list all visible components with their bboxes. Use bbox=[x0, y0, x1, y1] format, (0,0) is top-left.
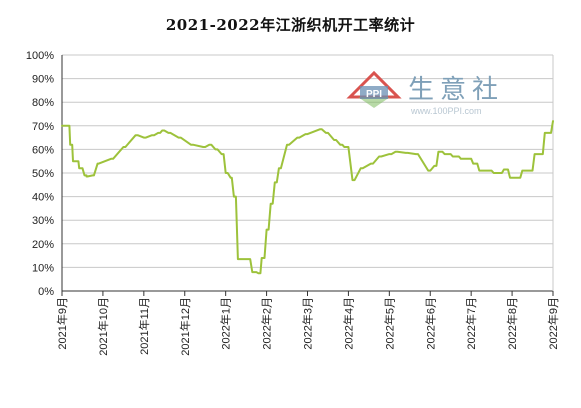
x-tick-label: 2022年8月 bbox=[505, 297, 519, 350]
y-tick-label: 60% bbox=[32, 144, 54, 156]
grid-lines bbox=[62, 54, 553, 268]
watermark-logo-text: PPI bbox=[366, 89, 382, 100]
y-tick-label: 100% bbox=[26, 50, 54, 62]
x-tick-label: 2022年4月 bbox=[341, 297, 355, 350]
x-tick-label: 2022年2月 bbox=[260, 297, 274, 350]
axes bbox=[61, 55, 554, 296]
x-tick-labels: 2021年9月 2021年10月 2021年11月 2021年12月 2022年1月 20… bbox=[55, 297, 560, 356]
y-tick-label: 80% bbox=[32, 97, 54, 109]
y-tick-label: 90% bbox=[32, 74, 54, 86]
x-tick-label: 2022年6月 bbox=[423, 297, 437, 350]
x-tick-label: 2021年9月 bbox=[55, 297, 69, 350]
x-tick-label: 2022年1月 bbox=[219, 297, 233, 350]
y-tick-label: 70% bbox=[32, 121, 54, 133]
x-tick-label: 2022年5月 bbox=[382, 297, 396, 350]
chart-title: 2021-2022年江浙织机开工率统计 bbox=[165, 16, 416, 34]
y-tick-label: 10% bbox=[32, 262, 54, 274]
series-line bbox=[61, 120, 554, 275]
x-tick-label: 2021年12月 bbox=[178, 297, 192, 356]
x-tick-label: 2022年9月 bbox=[546, 297, 560, 350]
x-tick-label: 2022年7月 bbox=[464, 297, 478, 350]
x-tick-label: 2022年3月 bbox=[301, 297, 315, 350]
y-tick-label: 50% bbox=[32, 168, 54, 180]
watermark-name: 生意社 bbox=[408, 75, 504, 105]
y-tick-label: 0% bbox=[38, 286, 54, 298]
y-tick-labels: 0% 10% 20% 30% 40% 50% 60% 70% 80% 90% 100% bbox=[26, 50, 54, 298]
x-tick-label: 2021年10月 bbox=[96, 297, 110, 356]
y-tick-label: 40% bbox=[32, 192, 54, 204]
watermark-url: www.100PPI.com bbox=[410, 106, 482, 116]
series-layer bbox=[61, 120, 554, 275]
y-tick-label: 20% bbox=[32, 239, 54, 251]
watermark-logo-icon: PPI bbox=[346, 70, 402, 108]
watermark: PPI 生意社 www.100PPI.com bbox=[346, 70, 504, 116]
y-tick-label: 30% bbox=[32, 215, 54, 227]
x-tick-label: 2021年11月 bbox=[137, 297, 151, 355]
